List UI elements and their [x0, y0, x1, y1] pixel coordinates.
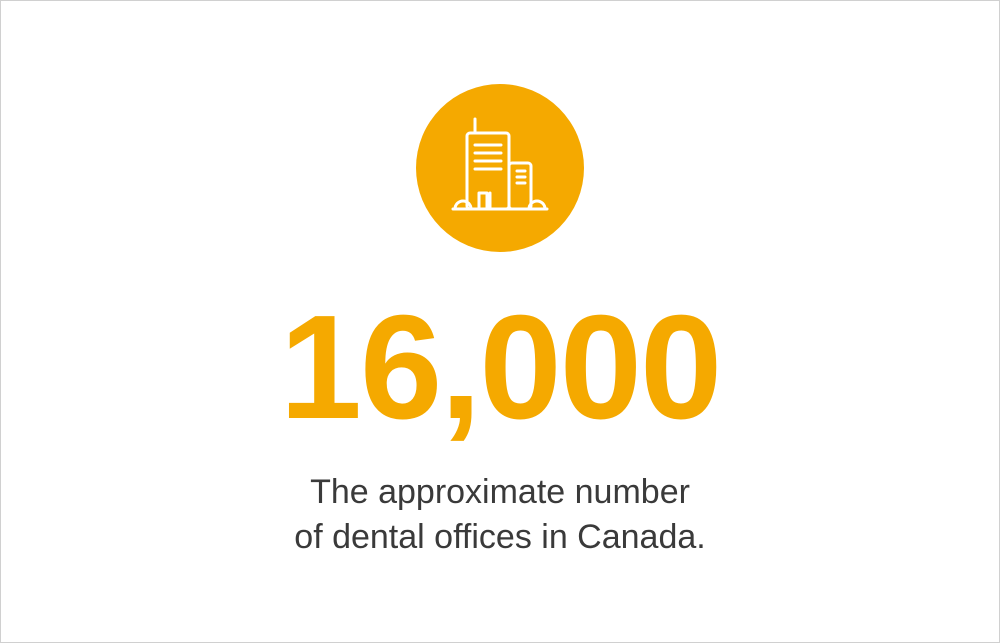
- stat-number: 16,000: [280, 294, 721, 442]
- description-line-2: of dental offices in Canada.: [294, 515, 705, 559]
- description-line-1: The approximate number: [294, 470, 705, 514]
- icon-circle: [416, 84, 584, 252]
- buildings-icon: [445, 113, 555, 223]
- stat-description: The approximate number of dental offices…: [294, 470, 705, 558]
